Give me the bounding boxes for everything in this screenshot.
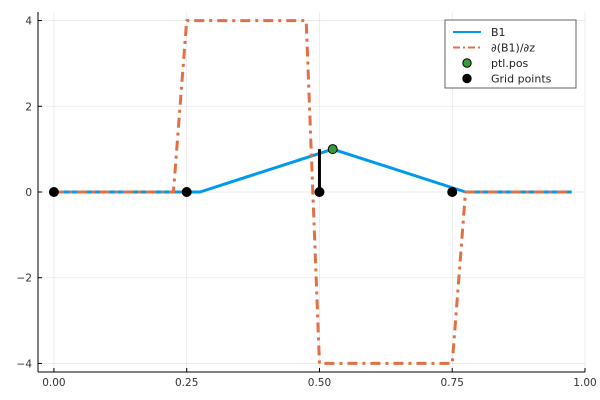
x-tick-label-2: 0.50 <box>308 377 331 389</box>
y-tick-label-3: 2 <box>25 101 32 113</box>
y-tick-label-1: −2 <box>17 273 32 285</box>
axes <box>37 12 586 373</box>
legend: B1 ∂(B1)/∂z ptl.pos Grid points <box>444 19 577 89</box>
series-3-point-2 <box>314 187 325 197</box>
y-tick-label-0: −4 <box>17 358 33 370</box>
y-tick-label-2: 0 <box>25 187 32 199</box>
x-tick-label-0: 0.00 <box>42 377 65 389</box>
series-3-point-0 <box>48 187 59 197</box>
y-tick-label-4: 4 <box>25 16 32 28</box>
legend-swatch-2 <box>462 58 472 68</box>
series-3-point-1 <box>181 187 192 197</box>
series-2-point-0 <box>327 144 338 155</box>
series-3-point-3 <box>447 187 458 197</box>
legend-label-3: Grid points <box>491 73 552 86</box>
series-line-1 <box>53 19 572 365</box>
x-tick-label-1: 0.25 <box>175 377 198 389</box>
x-tick-label-3: 0.75 <box>441 377 464 389</box>
tick-labels: 0.00 0.25 0.50 0.75 1.00 −4 −2 0 2 4 <box>17 16 597 389</box>
x-tick-label-4: 1.00 <box>573 377 596 389</box>
legend-label-1: ∂(B1)/∂z <box>491 42 535 55</box>
legend-label-0: B1 <box>491 26 506 39</box>
legend-swatch-3 <box>462 73 472 84</box>
plot-area <box>48 19 572 365</box>
legend-label-2: ptl.pos <box>491 57 529 70</box>
